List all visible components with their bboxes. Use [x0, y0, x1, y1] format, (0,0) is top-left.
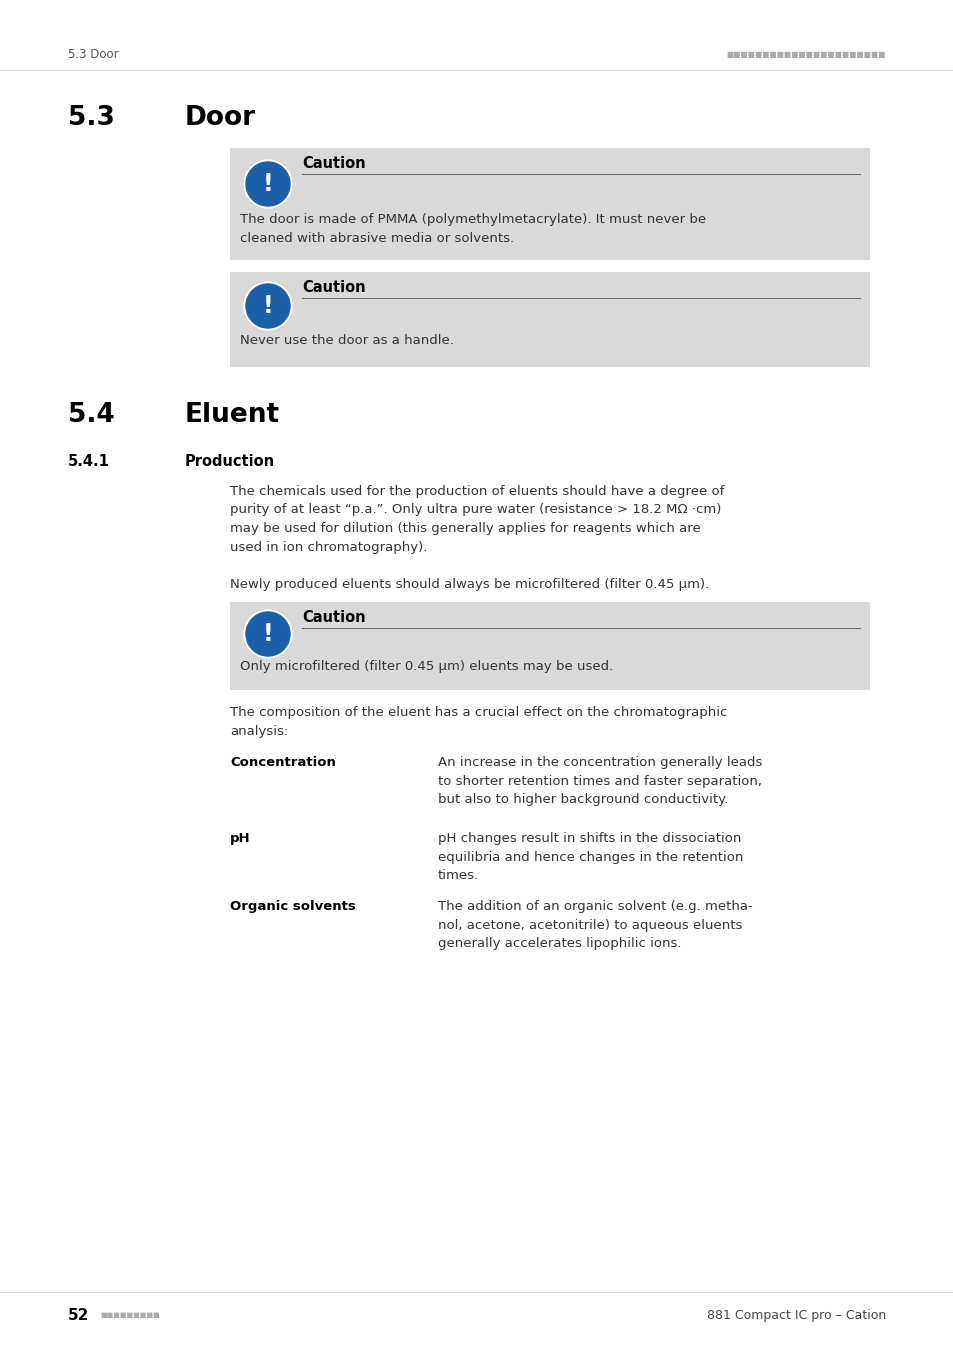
Text: 5.3 Door: 5.3 Door: [68, 49, 118, 62]
Text: 5.3: 5.3: [68, 105, 114, 131]
Text: Caution: Caution: [302, 157, 365, 171]
FancyBboxPatch shape: [230, 602, 869, 690]
Text: The chemicals used for the production of eluents should have a degree of
purity : The chemicals used for the production of…: [230, 485, 723, 554]
Circle shape: [246, 162, 290, 207]
Text: pH: pH: [230, 832, 251, 845]
Circle shape: [244, 610, 292, 657]
Text: Door: Door: [185, 105, 255, 131]
Text: Newly produced eluents should always be microfiltered (filter 0.45 μm).: Newly produced eluents should always be …: [230, 578, 708, 591]
Text: Caution: Caution: [302, 610, 365, 625]
Text: Only microfiltered (filter 0.45 μm) eluents may be used.: Only microfiltered (filter 0.45 μm) elue…: [240, 660, 613, 674]
Text: Caution: Caution: [302, 281, 365, 296]
FancyBboxPatch shape: [230, 148, 869, 261]
Circle shape: [244, 161, 292, 208]
Text: Concentration: Concentration: [230, 756, 335, 770]
Text: The composition of the eluent has a crucial effect on the chromatographic
analys: The composition of the eluent has a cruc…: [230, 706, 726, 737]
Circle shape: [246, 612, 290, 656]
Text: Eluent: Eluent: [185, 402, 280, 428]
Text: 881 Compact IC pro – Cation: 881 Compact IC pro – Cation: [706, 1308, 885, 1322]
Text: The addition of an organic solvent (e.g. metha-
nol, acetone, acetonitrile) to a: The addition of an organic solvent (e.g.…: [437, 900, 752, 950]
FancyBboxPatch shape: [230, 271, 869, 367]
Text: !: !: [262, 171, 273, 196]
Text: 5.4: 5.4: [68, 402, 114, 428]
Text: pH changes result in shifts in the dissociation
equilibria and hence changes in : pH changes result in shifts in the disso…: [437, 832, 742, 882]
Text: ■■■■■■■■■: ■■■■■■■■■: [100, 1312, 159, 1318]
Text: 52: 52: [68, 1308, 90, 1323]
Circle shape: [246, 284, 290, 328]
Text: Never use the door as a handle.: Never use the door as a handle.: [240, 333, 454, 347]
Text: Production: Production: [185, 455, 274, 470]
Circle shape: [244, 282, 292, 329]
Text: !: !: [262, 622, 273, 647]
Text: ■■■■■■■■■■■■■■■■■■■■■■: ■■■■■■■■■■■■■■■■■■■■■■: [726, 50, 885, 59]
Text: 5.4.1: 5.4.1: [68, 455, 110, 470]
Text: An increase in the concentration generally leads
to shorter retention times and : An increase in the concentration general…: [437, 756, 761, 806]
Text: Organic solvents: Organic solvents: [230, 900, 355, 913]
Text: !: !: [262, 294, 273, 319]
Text: The door is made of PMMA (polymethylmetacrylate). It must never be
cleaned with : The door is made of PMMA (polymethylmeta…: [240, 213, 705, 244]
